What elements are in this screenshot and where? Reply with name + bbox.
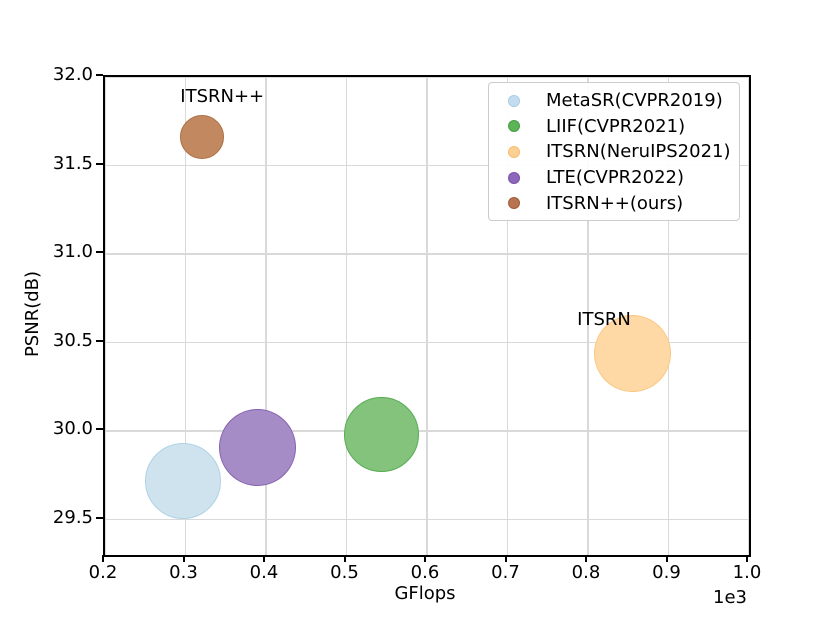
- legend-marker-circle-icon: [508, 120, 520, 133]
- x-tick-0.8: [585, 555, 587, 562]
- x-tick-label-1.0: 1.0: [732, 562, 762, 583]
- y-tick-31.0: [96, 251, 103, 254]
- y-tick-31.5: [96, 162, 103, 165]
- y-tick-label-32.0: 32.0: [52, 64, 93, 85]
- x-tick-0.7: [504, 555, 507, 562]
- legend-item-itsrn-neruips2021: ITSRN(NeruIPS2021): [489, 139, 739, 165]
- bubble-itsrn-pp-ours: [179, 115, 224, 160]
- y-tick-29.5: [96, 516, 103, 519]
- x-tick-0.5: [343, 555, 346, 562]
- x-tick-0.6: [424, 555, 426, 562]
- legend-label: LIIF(CVPR2021): [546, 115, 686, 137]
- gridline-x-0.3: [184, 77, 187, 555]
- y-axis-label: PSNR(dB): [22, 270, 43, 358]
- bubble-itsrn-neruips2021: [593, 314, 671, 392]
- gridline-y-30.5: [105, 341, 749, 344]
- annotation-itsrn-pp: ITSRN++: [180, 85, 265, 107]
- x-tick-0.2: [102, 555, 104, 562]
- legend-item-liif-cvpr2021: LIIF(CVPR2021): [489, 114, 739, 140]
- bubble-liif-cvpr2021: [343, 397, 419, 473]
- gridline-x-0.7: [506, 77, 509, 555]
- gridline-x-0.8: [587, 77, 589, 555]
- legend-item-lte-cvpr2022: LTE(CVPR2022): [489, 165, 739, 191]
- x-axis-offset-label: 1e3: [713, 587, 747, 608]
- y-tick-30.0: [96, 428, 103, 431]
- legend-marker-circle-icon: [508, 94, 520, 107]
- x-tick-label-0.6: 0.6: [410, 562, 440, 583]
- x-axis-label: GFlops: [394, 583, 456, 604]
- legend-marker-circle-icon: [508, 145, 520, 158]
- y-tick-30.5: [96, 339, 103, 342]
- gridline-x-0.5: [345, 77, 348, 555]
- gridline-x-0.2: [105, 77, 106, 555]
- legend-item-metasr-cvpr2019: MetaSR(CVPR2019): [489, 88, 739, 114]
- x-tick-label-0.7: 0.7: [491, 562, 520, 583]
- annotation-itsrn: ITSRN: [577, 308, 631, 330]
- legend-label: ITSRN(NeruIPS2021): [546, 141, 731, 163]
- bubble-metasr-cvpr2019: [145, 442, 222, 519]
- x-tick-label-0.2: 0.2: [88, 562, 118, 583]
- legend-label: MetaSR(CVPR2019): [546, 90, 723, 112]
- gridline-x-0.9: [667, 77, 670, 555]
- legend: MetaSR(CVPR2019) LIIF(CVPR2021) ITSRN(Neru…: [488, 82, 740, 221]
- x-tick-0.3: [182, 555, 185, 562]
- legend-marker-circle-icon: [508, 171, 520, 184]
- y-tick-label-31.0: 31.0: [52, 241, 93, 263]
- x-tick-1.0: [746, 555, 748, 562]
- x-tick-label-0.5: 0.5: [330, 562, 359, 583]
- legend-item-itsrn-pp-ours: ITSRN++(ours): [489, 190, 739, 216]
- x-tick-label-0.4: 0.4: [249, 562, 279, 583]
- y-tick-label-29.5: 29.5: [52, 506, 93, 528]
- legend-label: LTE(CVPR2022): [546, 167, 685, 189]
- x-tick-label-0.8: 0.8: [571, 562, 601, 583]
- y-tick-label-30.0: 30.0: [52, 418, 93, 440]
- gridline-y-30.0: [105, 430, 749, 432]
- legend-marker-circle-icon: [508, 197, 520, 210]
- legend-label: ITSRN++(ours): [546, 192, 684, 214]
- x-tick-0.9: [665, 555, 668, 562]
- x-tick-0.4: [263, 555, 265, 562]
- gridline-y-31.0: [105, 253, 749, 255]
- x-tick-label-0.9: 0.9: [652, 562, 681, 583]
- bubble-lte-cvpr2022: [219, 408, 297, 486]
- y-tick-32.0: [96, 74, 103, 76]
- x-tick-label-0.3: 0.3: [169, 562, 198, 583]
- y-tick-label-31.5: 31.5: [52, 152, 93, 174]
- gridline-x-0.4: [265, 77, 267, 555]
- gridline-x-0.6: [426, 77, 428, 555]
- gridline-y-31.5: [105, 164, 749, 167]
- y-tick-label-30.5: 30.5: [52, 329, 93, 351]
- gridline-y-32.0: [105, 77, 749, 78]
- plot-inner: [105, 77, 749, 555]
- gridline-x-1.0: [748, 77, 749, 555]
- gridline-y-29.5: [105, 518, 749, 521]
